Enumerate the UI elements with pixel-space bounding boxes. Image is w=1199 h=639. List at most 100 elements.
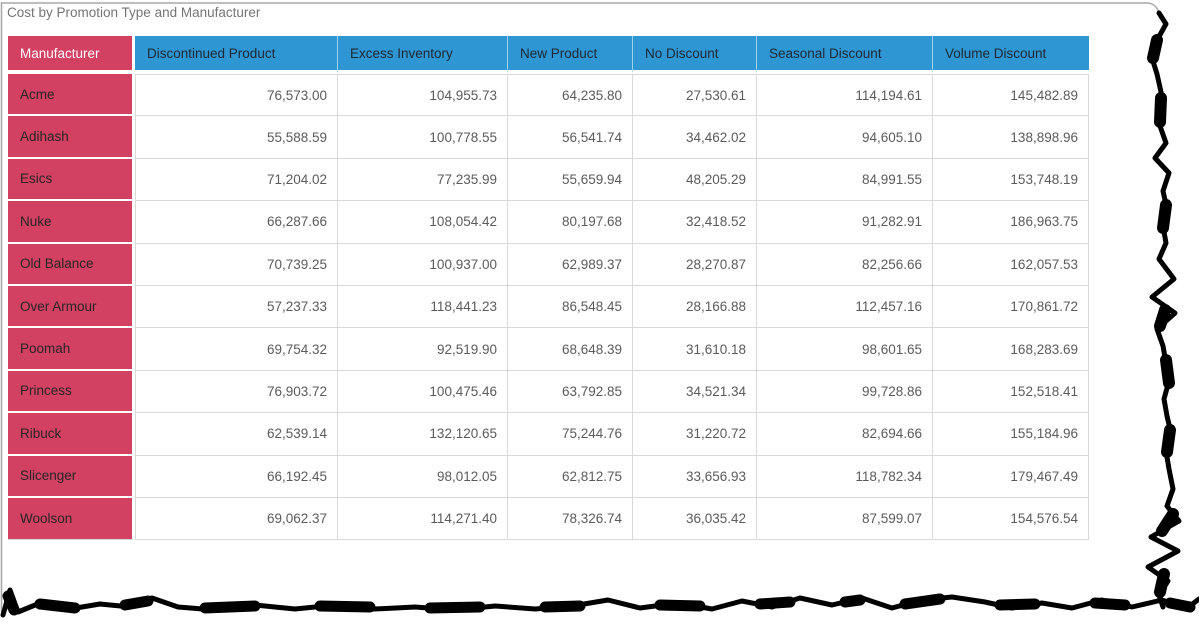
value-cell: 153,748.19 (933, 158, 1089, 202)
value-cell: 34,521.34 (633, 370, 757, 414)
value-cell: 57,237.33 (135, 285, 338, 329)
table-row: Adihash 55,588.59 100,778.55 56,541.74 34,46… (8, 116, 1089, 159)
value-cell: 55,659.94 (508, 158, 633, 202)
value-cell: 138,898.96 (933, 116, 1089, 159)
value-cell: 92,519.90 (338, 328, 508, 371)
value-cell: 75,244.76 (508, 413, 633, 456)
value-cell: 62,812.75 (508, 455, 633, 498)
value-cell: 162,057.53 (933, 243, 1089, 286)
value-cell: 62,989.37 (508, 243, 633, 286)
value-cell: 62,539.14 (135, 413, 338, 456)
torn-edge-right (1145, 10, 1182, 610)
table-row: Acme 76,573.00 104,955.73 64,235.80 27,530.6… (8, 74, 1089, 117)
value-cell: 31,610.18 (633, 328, 757, 371)
value-cell: 34,462.02 (633, 116, 757, 159)
table-row: Princess 76,903.72 100,475.46 63,792.85 34,5… (8, 370, 1089, 414)
value-cell: 66,287.66 (135, 201, 338, 244)
value-cell: 32,418.52 (633, 201, 757, 244)
value-cell: 76,903.72 (135, 370, 338, 414)
table-row: Ribuck 62,539.14 132,120.65 75,244.76 31,220… (8, 413, 1089, 456)
value-cell: 70,739.25 (135, 243, 338, 286)
table-row: Slicenger 66,192.45 98,012.05 62,812.75 33,6… (8, 455, 1089, 498)
value-cell: 145,482.89 (933, 74, 1089, 117)
value-cell: 28,270.87 (633, 243, 757, 286)
value-cell: 179,467.49 (933, 455, 1089, 498)
row-header-manufacturer[interactable]: Nuke (8, 201, 135, 244)
column-header[interactable]: Seasonal Discount (757, 36, 933, 74)
value-cell: 28,166.88 (633, 285, 757, 329)
value-cell: 36,035.42 (633, 497, 757, 541)
value-cell: 82,256.66 (757, 243, 933, 286)
value-cell: 48,205.29 (633, 158, 757, 202)
table-row: Poomah 69,754.32 92,519.90 68,648.39 31,610.… (8, 328, 1089, 371)
value-cell: 69,754.32 (135, 328, 338, 371)
value-cell: 69,062.37 (135, 497, 338, 541)
value-cell: 114,271.40 (338, 497, 508, 541)
value-cell: 84,991.55 (757, 158, 933, 202)
page-title: Cost by Promotion Type and Manufacturer (7, 5, 261, 20)
row-header-manufacturer[interactable]: Acme (8, 74, 135, 117)
value-cell: 56,541.74 (508, 116, 633, 159)
row-header-manufacturer[interactable]: Poomah (8, 328, 135, 371)
value-cell: 99,728.86 (757, 370, 933, 414)
value-cell: 118,782.34 (757, 455, 933, 498)
value-cell: 100,937.00 (338, 243, 508, 286)
value-cell: 68,648.39 (508, 328, 633, 371)
row-header-manufacturer[interactable]: Esics (8, 158, 135, 202)
value-cell: 168,283.69 (933, 328, 1089, 371)
column-header[interactable]: New Product (508, 36, 633, 74)
value-cell: 55,588.59 (135, 116, 338, 159)
value-cell: 104,955.73 (338, 74, 508, 117)
value-cell: 91,282.91 (757, 201, 933, 244)
value-cell: 170,861.72 (933, 285, 1089, 329)
value-cell: 86,548.45 (508, 285, 633, 329)
value-cell: 114,194.61 (757, 74, 933, 117)
row-header-manufacturer[interactable]: Woolson (8, 497, 135, 541)
cost-matrix-table: Manufacturer Discontinued Product Excess I… (8, 36, 1089, 541)
value-cell: 100,778.55 (338, 116, 508, 159)
column-header[interactable]: Excess Inventory (338, 36, 508, 74)
value-cell: 112,457.16 (757, 285, 933, 329)
value-cell: 98,601.65 (757, 328, 933, 371)
value-cell: 87,599.07 (757, 497, 933, 541)
torn-edge-bottom (0, 587, 1199, 618)
value-cell: 27,530.61 (633, 74, 757, 117)
row-header-manufacturer[interactable]: Old Balance (8, 243, 135, 286)
row-header-manufacturer[interactable]: Ribuck (8, 413, 135, 456)
value-cell: 66,192.45 (135, 455, 338, 498)
value-cell: 33,656.93 (633, 455, 757, 498)
value-cell: 82,694.66 (757, 413, 933, 456)
table-row: Over Armour 57,237.33 118,441.23 86,548.45 2… (8, 285, 1089, 329)
value-cell: 186,963.75 (933, 201, 1089, 244)
table-row: Old Balance 70,739.25 100,937.00 62,989.37 2… (8, 243, 1089, 286)
header-row: Manufacturer Discontinued Product Excess I… (8, 36, 1089, 74)
value-cell: 155,184.96 (933, 413, 1089, 456)
table-row: Nuke 66,287.66 108,054.42 80,197.68 32,418.5… (8, 201, 1089, 244)
row-header-manufacturer[interactable]: Adihash (8, 116, 135, 159)
value-cell: 71,204.02 (135, 158, 338, 202)
value-cell: 64,235.80 (508, 74, 633, 117)
value-cell: 31,220.72 (633, 413, 757, 456)
value-cell: 63,792.85 (508, 370, 633, 414)
value-cell: 77,235.99 (338, 158, 508, 202)
value-cell: 98,012.05 (338, 455, 508, 498)
value-cell: 152,518.41 (933, 370, 1089, 414)
value-cell: 154,576.54 (933, 497, 1089, 541)
value-cell: 108,054.42 (338, 201, 508, 244)
corner-header-manufacturer[interactable]: Manufacturer (8, 36, 135, 74)
row-header-manufacturer[interactable]: Slicenger (8, 455, 135, 498)
value-cell: 94,605.10 (757, 116, 933, 159)
column-header[interactable]: Discontinued Product (135, 36, 338, 74)
value-cell: 76,573.00 (135, 74, 338, 117)
value-cell: 100,475.46 (338, 370, 508, 414)
value-cell: 132,120.65 (338, 413, 508, 456)
table-row: Woolson 69,062.37 114,271.40 78,326.74 36,03… (8, 497, 1089, 541)
row-header-manufacturer[interactable]: Princess (8, 370, 135, 414)
value-cell: 78,326.74 (508, 497, 633, 541)
value-cell: 118,441.23 (338, 285, 508, 329)
value-cell: 80,197.68 (508, 201, 633, 244)
table-row: Esics 71,204.02 77,235.99 55,659.94 48,205.2… (8, 158, 1089, 202)
column-header[interactable]: No Discount (633, 36, 757, 74)
column-header[interactable]: Volume Discount (933, 36, 1089, 74)
row-header-manufacturer[interactable]: Over Armour (8, 285, 135, 329)
